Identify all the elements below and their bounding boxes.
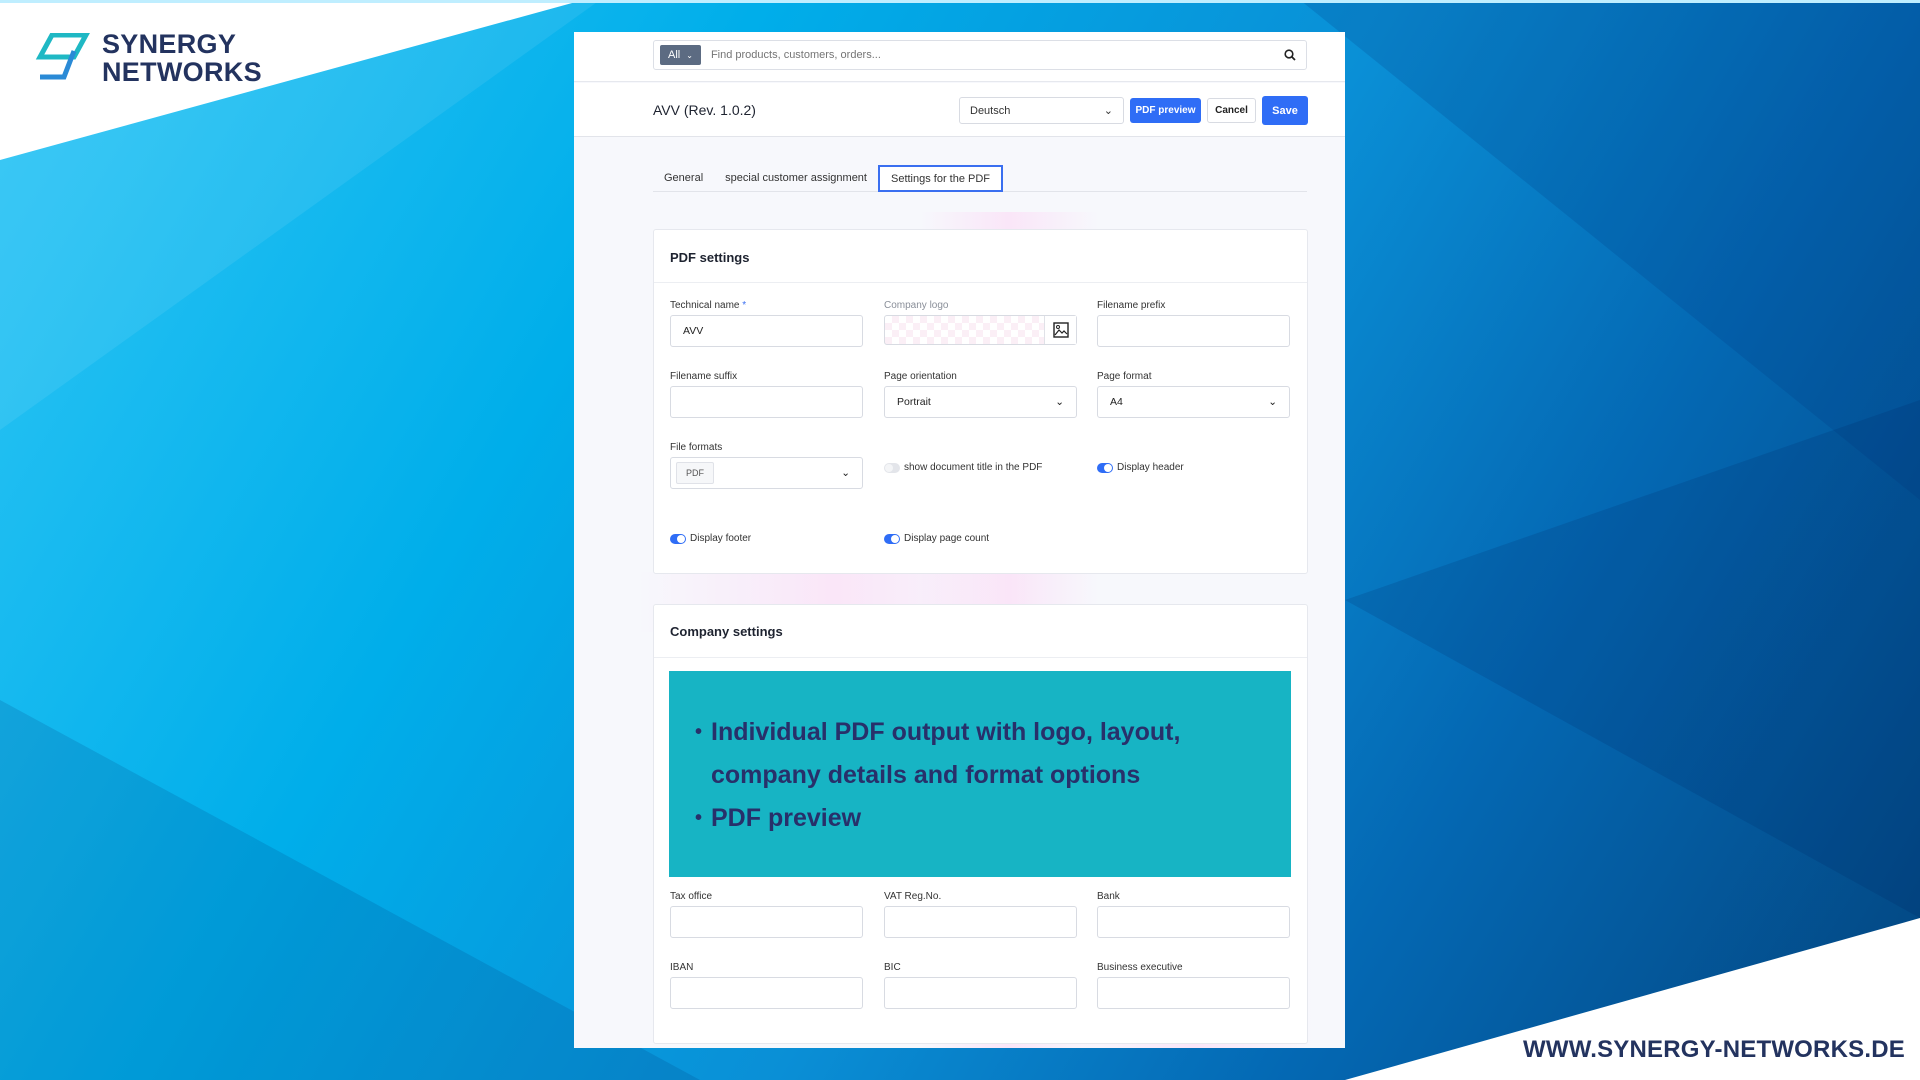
toggle-switch[interactable] <box>670 533 686 544</box>
toggle-label: Display page count <box>904 533 990 544</box>
technical-name-value: AVV <box>683 325 704 337</box>
business-executive-label: Business executive <box>1097 962 1183 973</box>
pdf-preview-button[interactable]: PDF preview <box>1130 98 1201 123</box>
chevron-down-icon: ⌄ <box>1268 396 1277 408</box>
global-search: All ⌄ <box>653 40 1307 70</box>
filename-suffix-input[interactable] <box>670 386 863 418</box>
iban-input[interactable] <box>670 977 863 1009</box>
image-icon <box>1052 322 1069 338</box>
vat-reg-no-input[interactable] <box>884 906 1077 938</box>
page-orientation-select[interactable]: Portrait ⌄ <box>884 386 1077 418</box>
display-page-count-toggle[interactable]: Display page count <box>884 533 989 544</box>
toggle-switch[interactable] <box>884 462 900 473</box>
filename-prefix-input[interactable] <box>1097 315 1290 347</box>
scope-label: All <box>668 49 681 61</box>
chevron-down-icon: ⌄ <box>841 467 850 479</box>
logo-line2: NETWORKS <box>102 57 262 87</box>
page-format-label: Page format <box>1097 371 1152 382</box>
business-executive-input[interactable] <box>1097 977 1290 1009</box>
logo-line1: SYNERGY <box>102 29 237 59</box>
page-format-select[interactable]: A4 ⌄ <box>1097 386 1290 418</box>
company-settings-card: Company settings Individual PDF output w… <box>653 604 1308 1044</box>
display-footer-toggle[interactable]: Display footer <box>670 533 751 544</box>
website-url: WWW.SYNERGY-NETWORKS.DE <box>1523 1036 1905 1063</box>
technical-name-label: Technical name * <box>670 300 747 311</box>
feature-bullet: Individual PDF output with logo, layout,… <box>695 711 1281 797</box>
top-bar: All ⌄ <box>574 32 1345 82</box>
filename-suffix-label: Filename suffix <box>670 371 738 382</box>
page-header: AVV (Rev. 1.0.2) Deutsch ⌄ PDF preview Ca… <box>574 83 1345 137</box>
display-header-toggle[interactable]: Display header <box>1097 462 1184 473</box>
bank-input[interactable] <box>1097 906 1290 938</box>
language-select[interactable]: Deutsch ⌄ <box>959 97 1124 124</box>
chevron-down-icon: ⌄ <box>686 50 693 60</box>
tab-special-customer-assignment[interactable]: special customer assignment <box>725 172 867 184</box>
chevron-down-icon: ⌄ <box>1103 105 1113 117</box>
search-input[interactable] <box>710 49 1284 61</box>
bic-label: BIC <box>884 962 901 973</box>
tab-settings-for-pdf[interactable]: Settings for the PDF <box>877 165 1004 192</box>
search-scope-dropdown[interactable]: All ⌄ <box>660 45 701 65</box>
company-logo-label: Company logo <box>884 300 949 311</box>
card-title: PDF settings <box>670 250 750 265</box>
toggle-label: Display footer <box>690 533 752 544</box>
page-orientation-label: Page orientation <box>884 371 957 382</box>
page-title: AVV (Rev. 1.0.2) <box>653 102 756 118</box>
chevron-down-icon: ⌄ <box>1055 396 1064 408</box>
bank-label: Bank <box>1097 891 1120 902</box>
page-orientation-value: Portrait <box>897 396 931 408</box>
feature-bullet: PDF preview <box>695 797 1281 840</box>
tax-office-label: Tax office <box>670 891 713 902</box>
image-upload-button[interactable] <box>1044 316 1076 344</box>
bic-input[interactable] <box>884 977 1077 1009</box>
feature-highlight-banner: Individual PDF output with logo, layout,… <box>669 671 1291 877</box>
show-title-toggle[interactable]: show document title in the PDF <box>884 462 1042 473</box>
tab-bar: General special customer assignment Sett… <box>653 165 1307 192</box>
logo-mark-icon <box>35 33 90 80</box>
toggle-switch[interactable] <box>1097 462 1113 473</box>
filename-prefix-label: Filename prefix <box>1097 300 1166 311</box>
toggle-switch[interactable] <box>884 533 900 544</box>
language-value: Deutsch <box>970 104 1011 117</box>
vat-reg-no-label: VAT Reg.No. <box>884 891 942 902</box>
page-format-value: A4 <box>1110 396 1123 408</box>
iban-label: IBAN <box>670 962 694 973</box>
file-formats-select[interactable]: PDF ⌄ <box>670 457 863 489</box>
file-format-chip[interactable]: PDF <box>676 462 714 484</box>
search-icon[interactable] <box>1284 49 1296 61</box>
card-title: Company settings <box>670 624 783 639</box>
toggle-label: show document title in the PDF <box>904 462 1043 473</box>
technical-name-input[interactable]: AVV <box>670 315 863 347</box>
synergy-networks-logo: SYNERGY NETWORKS <box>34 30 262 86</box>
pdf-settings-card: PDF settings Technical name * AVV Compan… <box>653 229 1308 574</box>
cancel-button[interactable]: Cancel <box>1207 98 1256 123</box>
company-logo-upload[interactable] <box>884 315 1077 345</box>
toggle-label: Display header <box>1117 462 1184 473</box>
tab-general[interactable]: General <box>664 172 704 184</box>
file-formats-label: File formats <box>670 442 723 453</box>
tax-office-input[interactable] <box>670 906 863 938</box>
save-button[interactable]: Save <box>1262 96 1308 125</box>
app-window: All ⌄ AVV (Rev. 1.0.2) Deutsch ⌄ PDF previ… <box>574 32 1345 1048</box>
